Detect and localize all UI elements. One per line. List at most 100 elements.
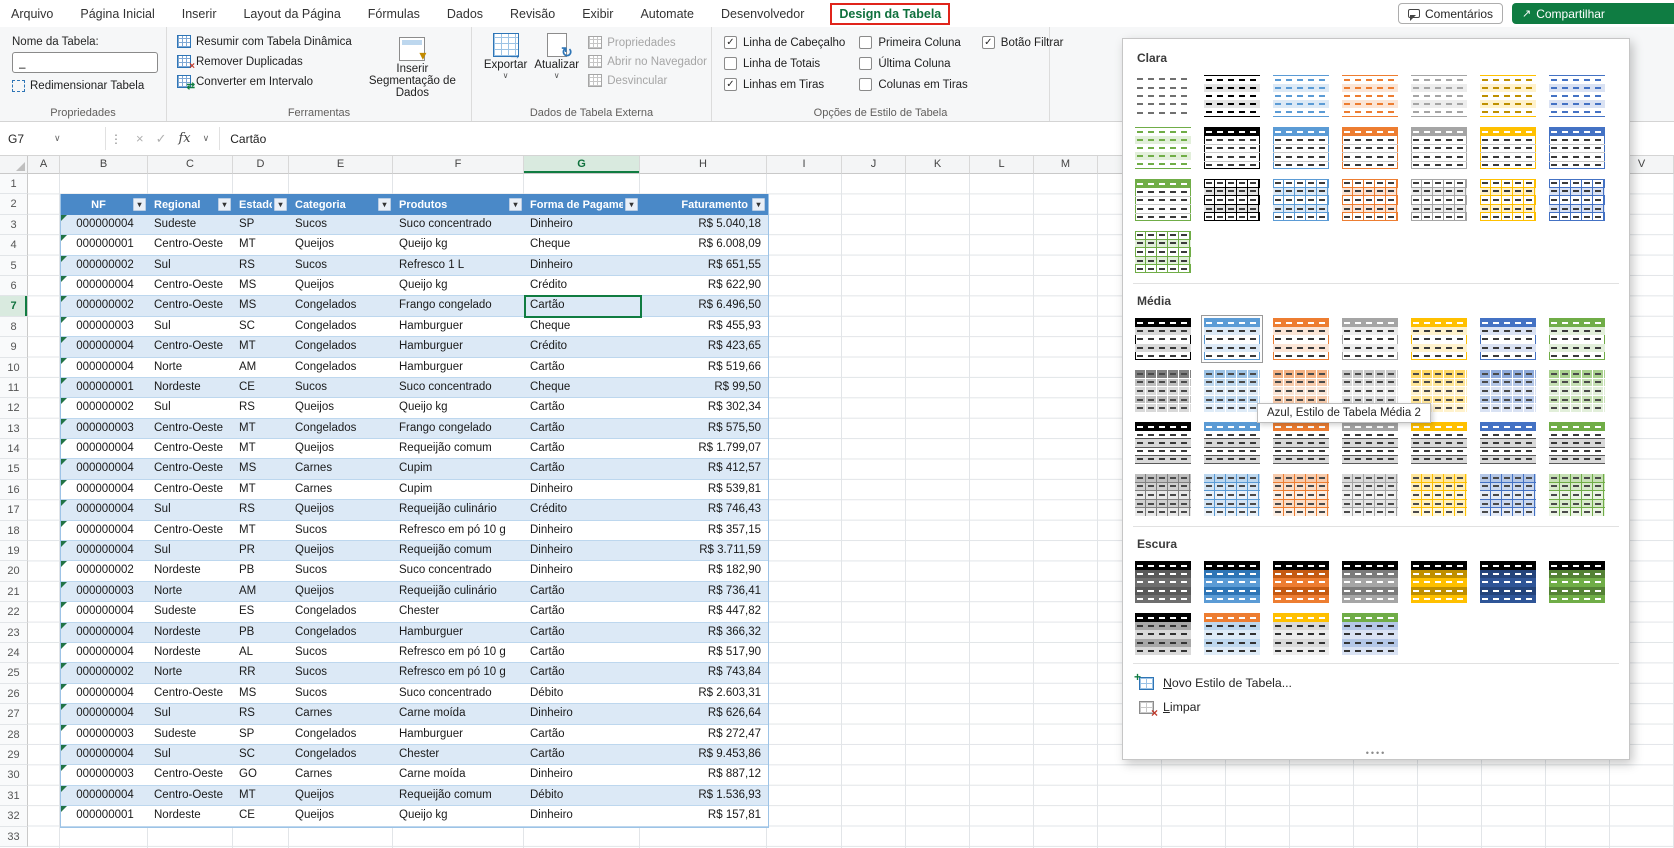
cell-nf[interactable]: 000000004	[61, 337, 149, 358]
row-header-8[interactable]: 8	[0, 316, 28, 338]
cell-nf[interactable]: 000000003	[61, 316, 149, 338]
cell-nf[interactable]: 000000004	[61, 642, 149, 664]
table-style-thumb[interactable]	[1478, 472, 1538, 518]
tab-exibir[interactable]: Exibir	[582, 6, 614, 21]
cell[interactable]: Hamburguer	[394, 358, 525, 378]
cell[interactable]: Dinheiro	[525, 480, 641, 501]
table-style-thumb[interactable]	[1271, 125, 1331, 171]
formula-bar-grip-icon[interactable]: ⋮	[110, 131, 122, 146]
cell-nf[interactable]: 000000004	[61, 357, 149, 378]
cell[interactable]: Carnes	[290, 765, 394, 786]
cell[interactable]: R$ 5.040,18	[641, 214, 768, 236]
gallery-resize-handle-icon[interactable]: ••••	[1365, 748, 1387, 758]
cell[interactable]: R$ 423,65	[641, 337, 768, 358]
row-header-1[interactable]: 1	[0, 174, 28, 195]
cell[interactable]: R$ 622,90	[641, 276, 768, 297]
cell[interactable]: Cartão	[525, 581, 641, 603]
cell[interactable]: MS	[234, 684, 290, 705]
cell[interactable]: Centro-Oeste	[149, 459, 234, 480]
cell[interactable]: Cheque	[525, 235, 641, 256]
cell-nf[interactable]: 000000004	[61, 541, 149, 562]
table-style-thumb[interactable]	[1202, 420, 1262, 466]
cell[interactable]: Cheque	[525, 377, 641, 399]
cell[interactable]: CE	[234, 806, 290, 827]
cell-nf[interactable]: 000000002	[61, 663, 149, 684]
checkbox-linha-de-totais[interactable]: Linha de Totais	[724, 57, 845, 70]
table-style-thumb[interactable]	[1409, 472, 1469, 518]
cell-nf[interactable]: 000000004	[61, 622, 149, 643]
cell[interactable]: Cartão	[525, 602, 641, 623]
cell[interactable]: Suco concentrado	[394, 561, 525, 582]
cell[interactable]: PB	[234, 561, 290, 582]
cell-nf[interactable]: 000000004	[61, 683, 149, 705]
cell-nf[interactable]: 000000004	[61, 479, 149, 501]
cell[interactable]: RS	[234, 255, 290, 276]
table-style-thumb[interactable]	[1547, 177, 1607, 223]
cell[interactable]: Refresco 1 L	[394, 255, 525, 276]
cell[interactable]: R$ 1.799,07	[641, 439, 768, 460]
cell[interactable]: MT	[234, 439, 290, 460]
cell[interactable]: Centro-Oeste	[149, 684, 234, 705]
tab-layout-da-pagina[interactable]: Layout da Página	[243, 6, 341, 21]
cell[interactable]: Centro-Oeste	[149, 785, 234, 807]
cell[interactable]: Nordeste	[149, 377, 234, 399]
table-style-thumb[interactable]	[1202, 611, 1262, 657]
table-style-thumb[interactable]	[1547, 368, 1607, 414]
cell[interactable]: Requeijão culinário	[394, 500, 525, 521]
table-style-thumb[interactable]	[1478, 368, 1538, 414]
table-style-thumb[interactable]	[1547, 125, 1607, 171]
filter-dropdown-icon[interactable]: ▾	[752, 198, 765, 212]
row-header-14[interactable]: 14	[0, 439, 28, 460]
cell[interactable]: R$ 302,34	[641, 398, 768, 419]
cell[interactable]: Sucos	[290, 214, 394, 236]
tab-arquivo[interactable]: Arquivo	[11, 6, 54, 21]
novo-estilo-de-tabela-button[interactable]: Novo Estilo de Tabela...	[1133, 670, 1619, 695]
cell[interactable]: Congelados	[290, 358, 394, 378]
row-header-13[interactable]: 13	[0, 418, 28, 440]
table-style-thumb[interactable]	[1340, 559, 1400, 605]
cell-nf[interactable]: 000000004	[61, 744, 149, 766]
cell[interactable]: Congelados	[290, 296, 394, 317]
cell[interactable]: R$ 455,93	[641, 317, 768, 338]
cell[interactable]: R$ 6.008,09	[641, 235, 768, 256]
table-style-thumb[interactable]	[1133, 472, 1193, 518]
cell[interactable]: Dinheiro	[525, 521, 641, 542]
cell[interactable]: Congelados	[290, 622, 394, 643]
tab-inserir[interactable]: Inserir	[181, 6, 217, 21]
cell[interactable]: Dinheiro	[525, 704, 641, 725]
table-style-thumb[interactable]	[1340, 611, 1400, 657]
resize-table-button[interactable]: Redimensionar Tabela	[12, 80, 158, 92]
row-header-16[interactable]: 16	[0, 479, 28, 501]
cell[interactable]: Cupim	[394, 459, 525, 480]
cell[interactable]: SP	[234, 214, 290, 236]
cell[interactable]: R$ 887,12	[641, 765, 768, 786]
cell[interactable]: Queijos	[290, 439, 394, 460]
row-header-25[interactable]: 25	[0, 663, 28, 684]
cell[interactable]: MT	[234, 418, 290, 440]
comments-button[interactable]: Comentários	[1398, 3, 1504, 24]
cell[interactable]: Centro-Oeste	[149, 765, 234, 786]
table-style-thumb[interactable]	[1478, 73, 1538, 119]
table-style-thumb[interactable]	[1340, 125, 1400, 171]
cell[interactable]: RS	[234, 500, 290, 521]
row-header-29[interactable]: 29	[0, 744, 28, 766]
cell[interactable]: MT	[234, 785, 290, 807]
cell[interactable]: RS	[234, 704, 290, 725]
cell[interactable]: Cartão	[525, 358, 641, 378]
cell-nf[interactable]: 000000004	[61, 214, 149, 236]
cell[interactable]: MS	[234, 459, 290, 480]
cell[interactable]: MS	[234, 276, 290, 297]
formula-input[interactable]: Cartão	[230, 131, 267, 146]
cell[interactable]: Cartão	[525, 459, 641, 480]
filter-dropdown-icon[interactable]: ▾	[625, 198, 638, 212]
table-style-thumb[interactable]	[1133, 229, 1193, 275]
cell[interactable]: Requeijão comum	[394, 785, 525, 807]
tab-automate[interactable]: Automate	[640, 6, 694, 21]
column-header-l[interactable]: L	[970, 156, 1034, 174]
row-header-18[interactable]: 18	[0, 520, 28, 542]
cell[interactable]: Dinheiro	[525, 765, 641, 786]
table-header-faturamento[interactable]: Faturamento ▾	[641, 194, 768, 214]
checkbox-linha-de-cabecalho[interactable]: ✓ Linha de Cabeçalho	[724, 36, 845, 49]
cell[interactable]: R$ 743,84	[641, 663, 768, 684]
cell[interactable]: Refresco em pó 10 g	[394, 663, 525, 684]
